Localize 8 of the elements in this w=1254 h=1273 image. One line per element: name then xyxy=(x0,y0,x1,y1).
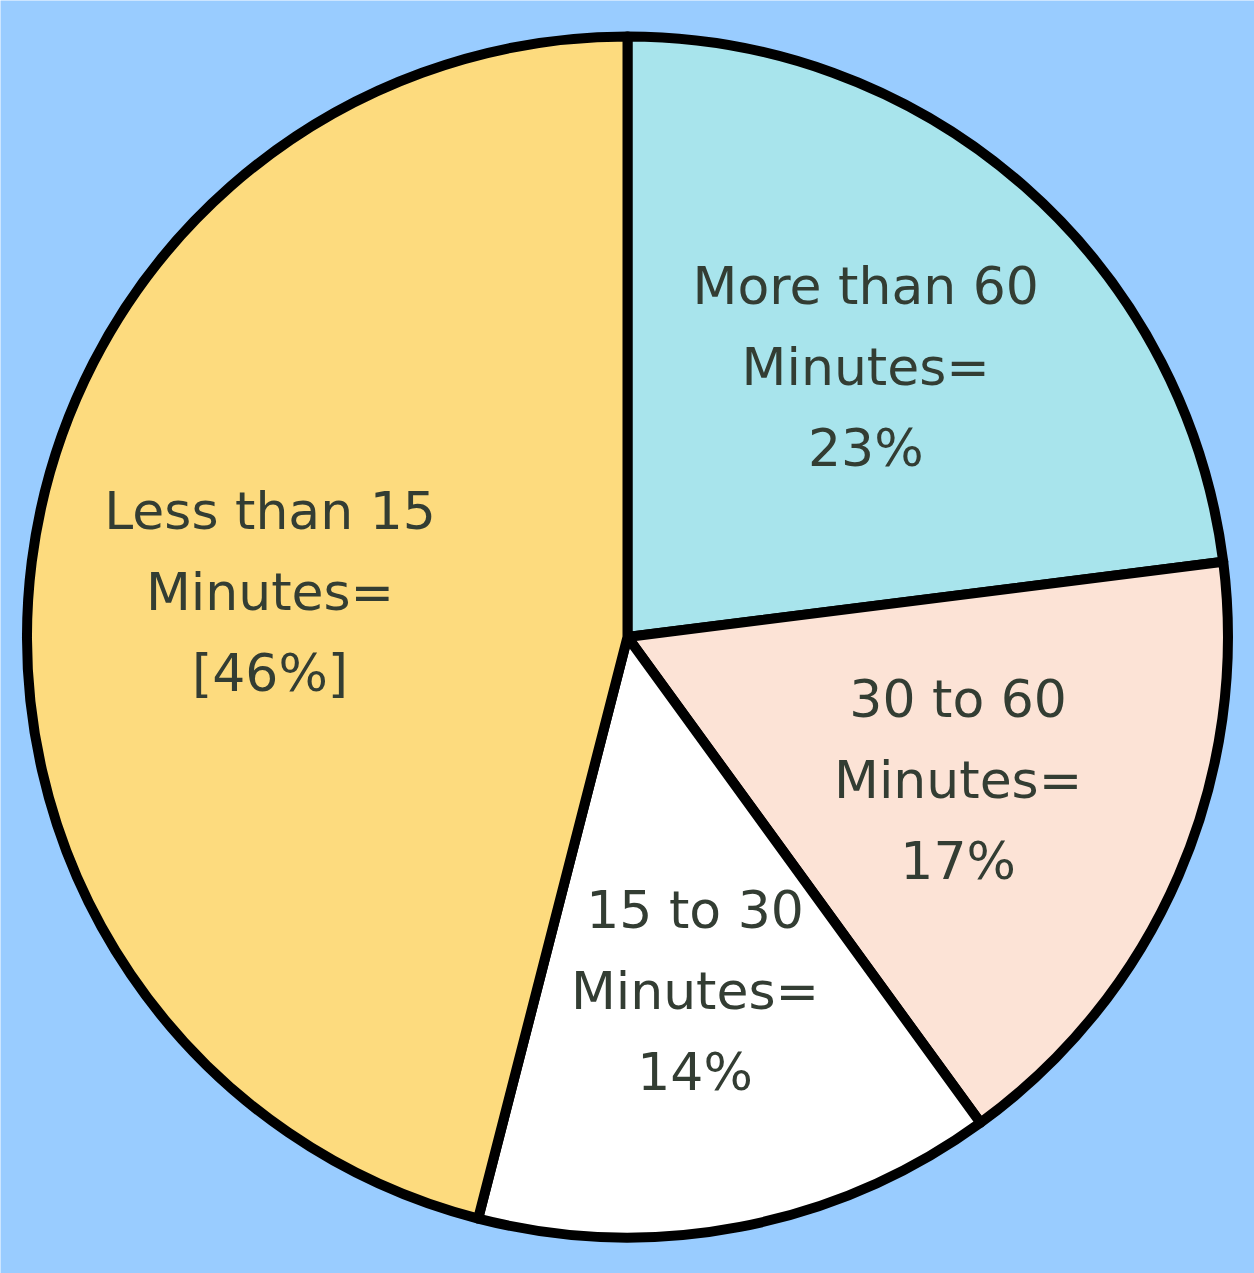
slice-label: More than 60 Minutes= xyxy=(692,255,1039,397)
slice-label: Less than 15 Minutes= xyxy=(104,480,436,622)
slice-label: 30 to 60 Minutes= xyxy=(834,669,1083,811)
data-label: [46%] xyxy=(191,642,349,703)
data-label: 23% xyxy=(807,417,924,478)
data-label: 14% xyxy=(637,1041,753,1102)
slice-label: 15 to 30 Minutes= xyxy=(570,879,820,1021)
data-label: 17% xyxy=(900,831,1016,892)
